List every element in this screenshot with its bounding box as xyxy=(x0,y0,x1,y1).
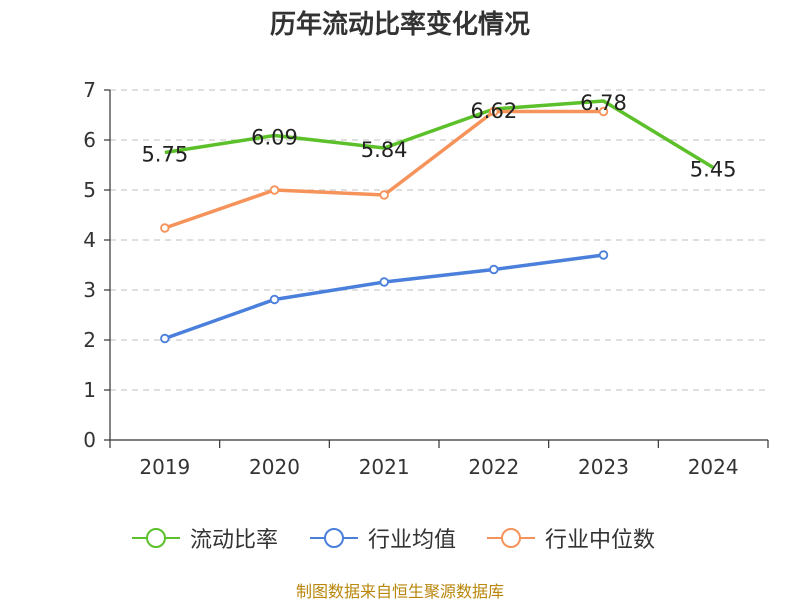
series-points xyxy=(160,106,609,344)
series-line-current-ratio xyxy=(164,99,715,169)
point-industry-mean-2021 xyxy=(379,277,389,287)
series-lines xyxy=(164,99,715,341)
data-label-current-ratio-2021: 5.84 xyxy=(361,138,408,162)
point-industry-mean-2019 xyxy=(160,333,170,344)
x-tick-label-2024: 2024 xyxy=(688,455,739,479)
grid-lines xyxy=(110,89,768,391)
y-tick-label-3: 3 xyxy=(83,278,96,302)
legend-item-industry-median[interactable]: 行业中位数 xyxy=(487,520,655,556)
axes: 0 1 2 3 4 5 6 7 2019 2020 2021 2022 2023 2024 xyxy=(83,78,769,479)
point-industry-median-2023 xyxy=(598,106,609,117)
data-label-current-ratio-2023: 6.78 xyxy=(580,91,627,115)
y-tick-label-2: 2 xyxy=(83,328,96,352)
legend-marker-industry-median xyxy=(487,528,535,548)
legend-item-current-ratio[interactable]: 流动比率 xyxy=(132,520,278,556)
point-industry-mean-2023 xyxy=(598,250,609,260)
point-industry-median-2020 xyxy=(269,185,280,195)
y-tick-label-4: 4 xyxy=(83,228,96,252)
point-industry-mean-2022 xyxy=(489,264,499,275)
y-tick-label-1: 1 xyxy=(83,378,96,402)
y-tick-label-0: 0 xyxy=(83,428,96,452)
legend-label-current-ratio: 流动比率 xyxy=(190,528,279,553)
legend-label-industry-median: 行业中位数 xyxy=(545,528,656,553)
series-line-industry-mean xyxy=(164,253,604,341)
y-tick-label-7: 7 xyxy=(83,78,96,102)
x-tick-label-2019: 2019 xyxy=(139,455,190,479)
legend: 流动比率 行业均值 行业中位数 xyxy=(0,520,800,556)
x-tick-label-2020: 2020 xyxy=(249,455,300,479)
x-tick-label-2023: 2023 xyxy=(578,455,629,479)
data-labels: 5.75 6.09 5.84 6.62 6.78 5.45 xyxy=(141,91,736,182)
legend-label-industry-mean: 行业均值 xyxy=(368,528,457,553)
legend-item-industry-mean[interactable]: 行业均值 xyxy=(310,520,456,556)
point-industry-median-2021 xyxy=(379,190,389,200)
y-tick-label-5: 5 xyxy=(83,178,96,202)
y-tick-label-6: 6 xyxy=(83,128,96,152)
x-tick-label-2021: 2021 xyxy=(359,455,410,479)
legend-marker-industry-mean xyxy=(310,528,358,548)
data-label-current-ratio-2019: 5.75 xyxy=(141,143,188,167)
data-label-current-ratio-2020: 6.09 xyxy=(251,126,298,150)
point-industry-mean-2020 xyxy=(269,294,280,305)
data-label-current-ratio-2022: 6.62 xyxy=(470,99,517,123)
point-industry-median-2019 xyxy=(160,223,170,233)
x-tick-label-2022: 2022 xyxy=(468,455,519,479)
data-label-current-ratio-2024: 5.45 xyxy=(690,158,737,182)
legend-marker-current-ratio xyxy=(132,528,180,548)
chart-title: 历年流动比率变化情况 xyxy=(269,10,530,40)
series-line-industry-median xyxy=(164,109,604,230)
source-footer: 制图数据来自恒生聚源数据库 xyxy=(295,582,504,601)
point-industry-median-2022 xyxy=(489,106,499,117)
